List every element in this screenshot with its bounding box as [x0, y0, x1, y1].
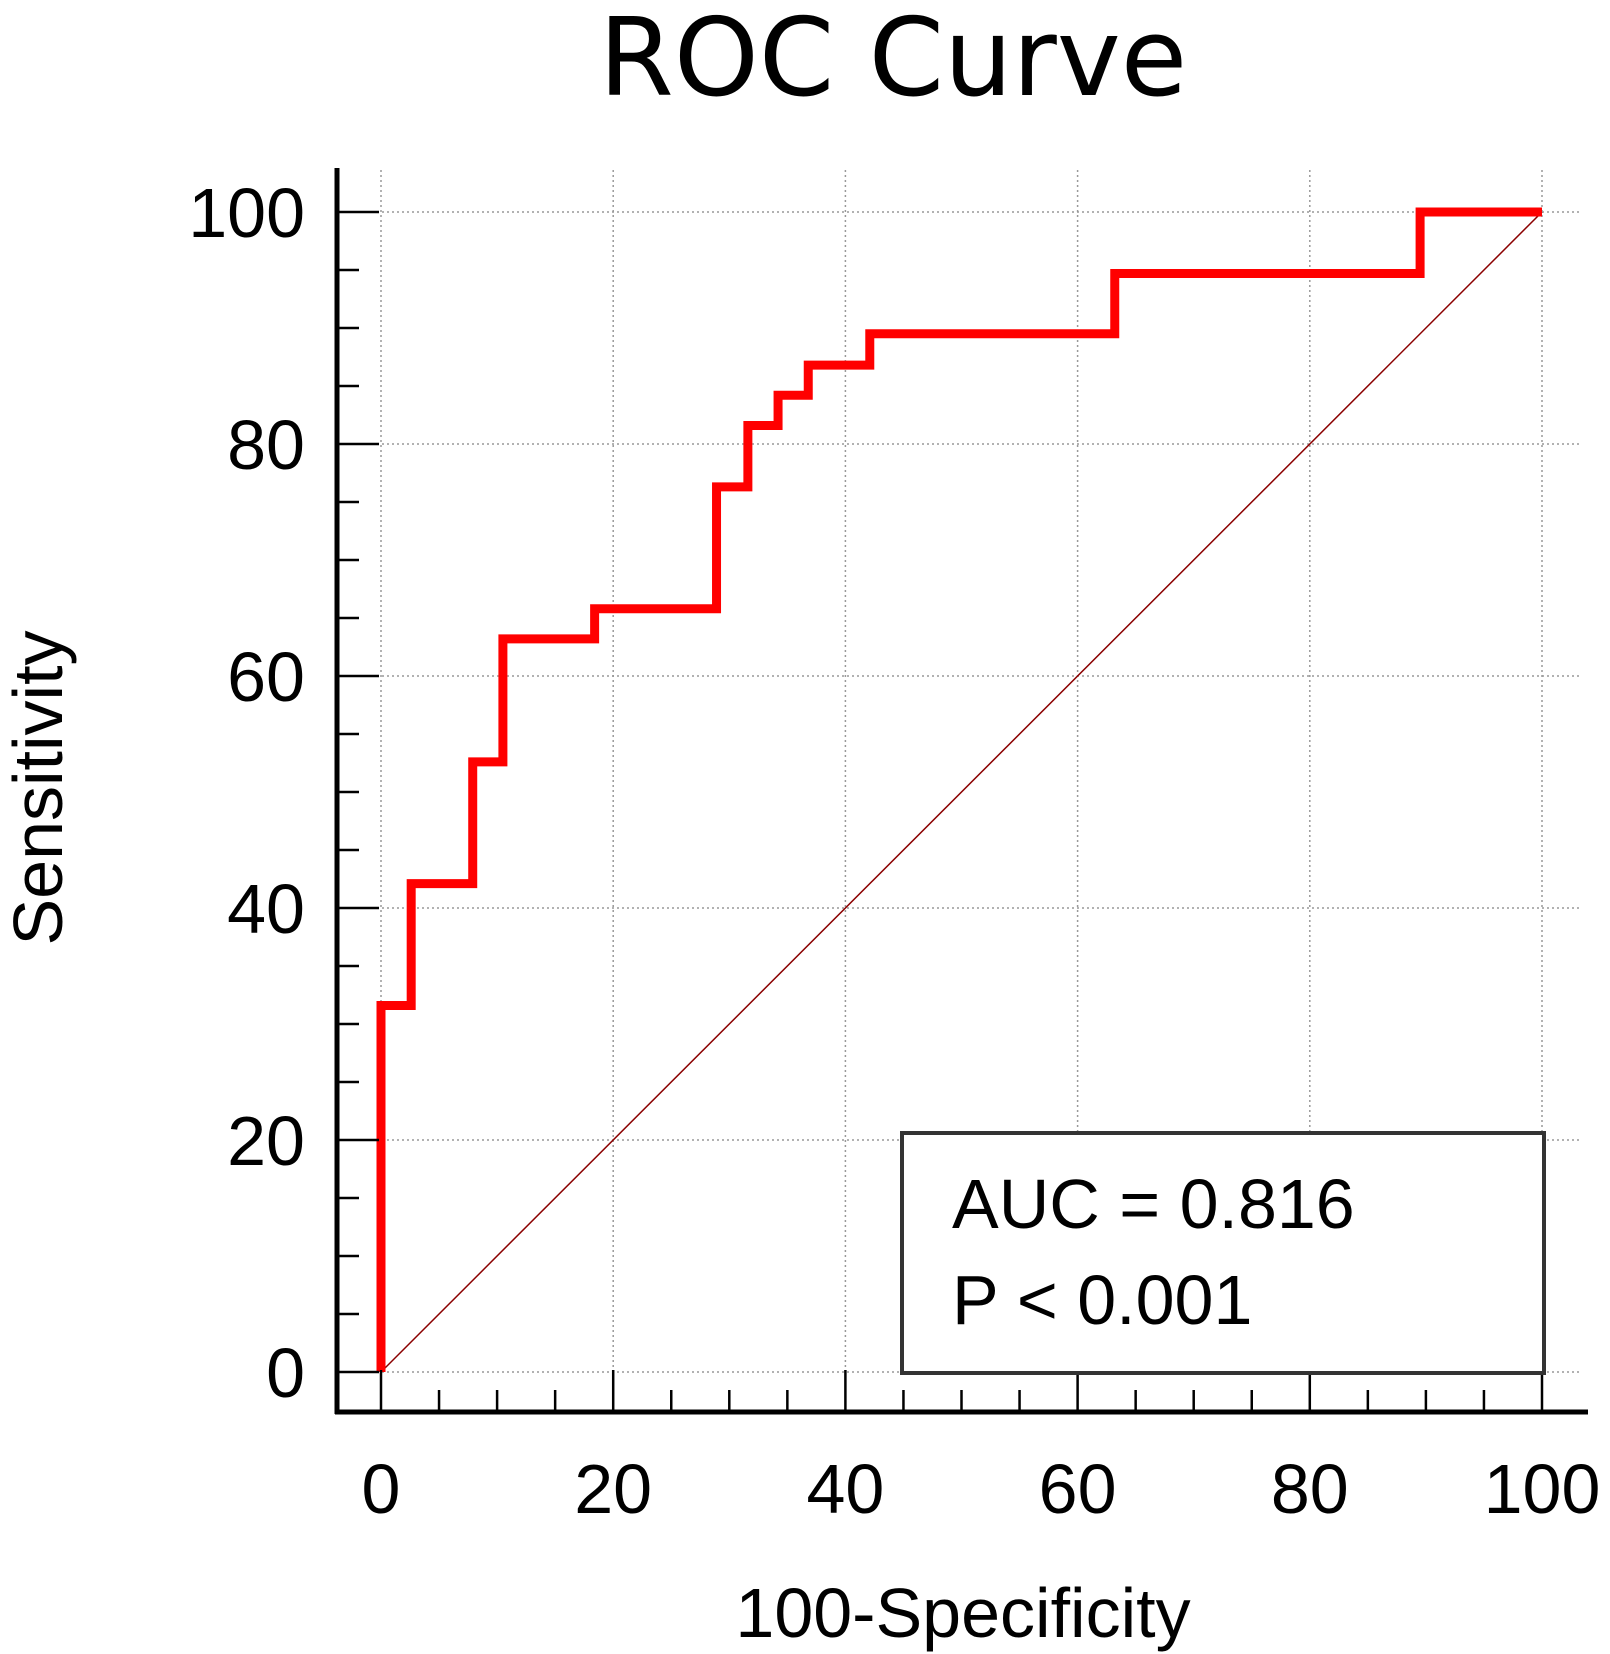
- p-value-text: P < 0.001: [952, 1261, 1252, 1339]
- y-tick-label-80: 80: [227, 406, 305, 484]
- x-tick-label-20: 20: [574, 1450, 652, 1528]
- x-tick-label-100: 100: [1484, 1450, 1601, 1528]
- y-axis-label: Sensitivity: [0, 630, 77, 945]
- chart-title: ROC Curve: [599, 0, 1187, 121]
- auc-text: AUC = 0.816: [952, 1165, 1355, 1243]
- x-tick-label-60: 60: [1039, 1450, 1117, 1528]
- roc-curve-line: [376, 207, 1542, 1372]
- x-tick-label-80: 80: [1271, 1450, 1349, 1528]
- y-tick-label-0: 0: [266, 1334, 305, 1412]
- stats-legend-box: AUC = 0.816 P < 0.001: [900, 1131, 1546, 1375]
- y-tick-label-100: 100: [188, 174, 305, 252]
- y-tick-label-40: 40: [227, 870, 305, 948]
- x-axis-label: 100-Specificity: [735, 1574, 1190, 1652]
- stats-box-frame: [900, 1131, 1546, 1375]
- x-tick-label-40: 40: [806, 1450, 884, 1528]
- x-tick-label-0: 0: [362, 1450, 401, 1528]
- y-axis-ticks: 0 20 40 60 80 100: [188, 174, 379, 1412]
- y-tick-label-60: 60: [227, 638, 305, 716]
- y-tick-label-20: 20: [227, 1102, 305, 1180]
- x-axis-ticks: 0 20 40 60 80 100: [362, 1370, 1601, 1528]
- reference-diagonal-line: [380, 211, 1543, 1373]
